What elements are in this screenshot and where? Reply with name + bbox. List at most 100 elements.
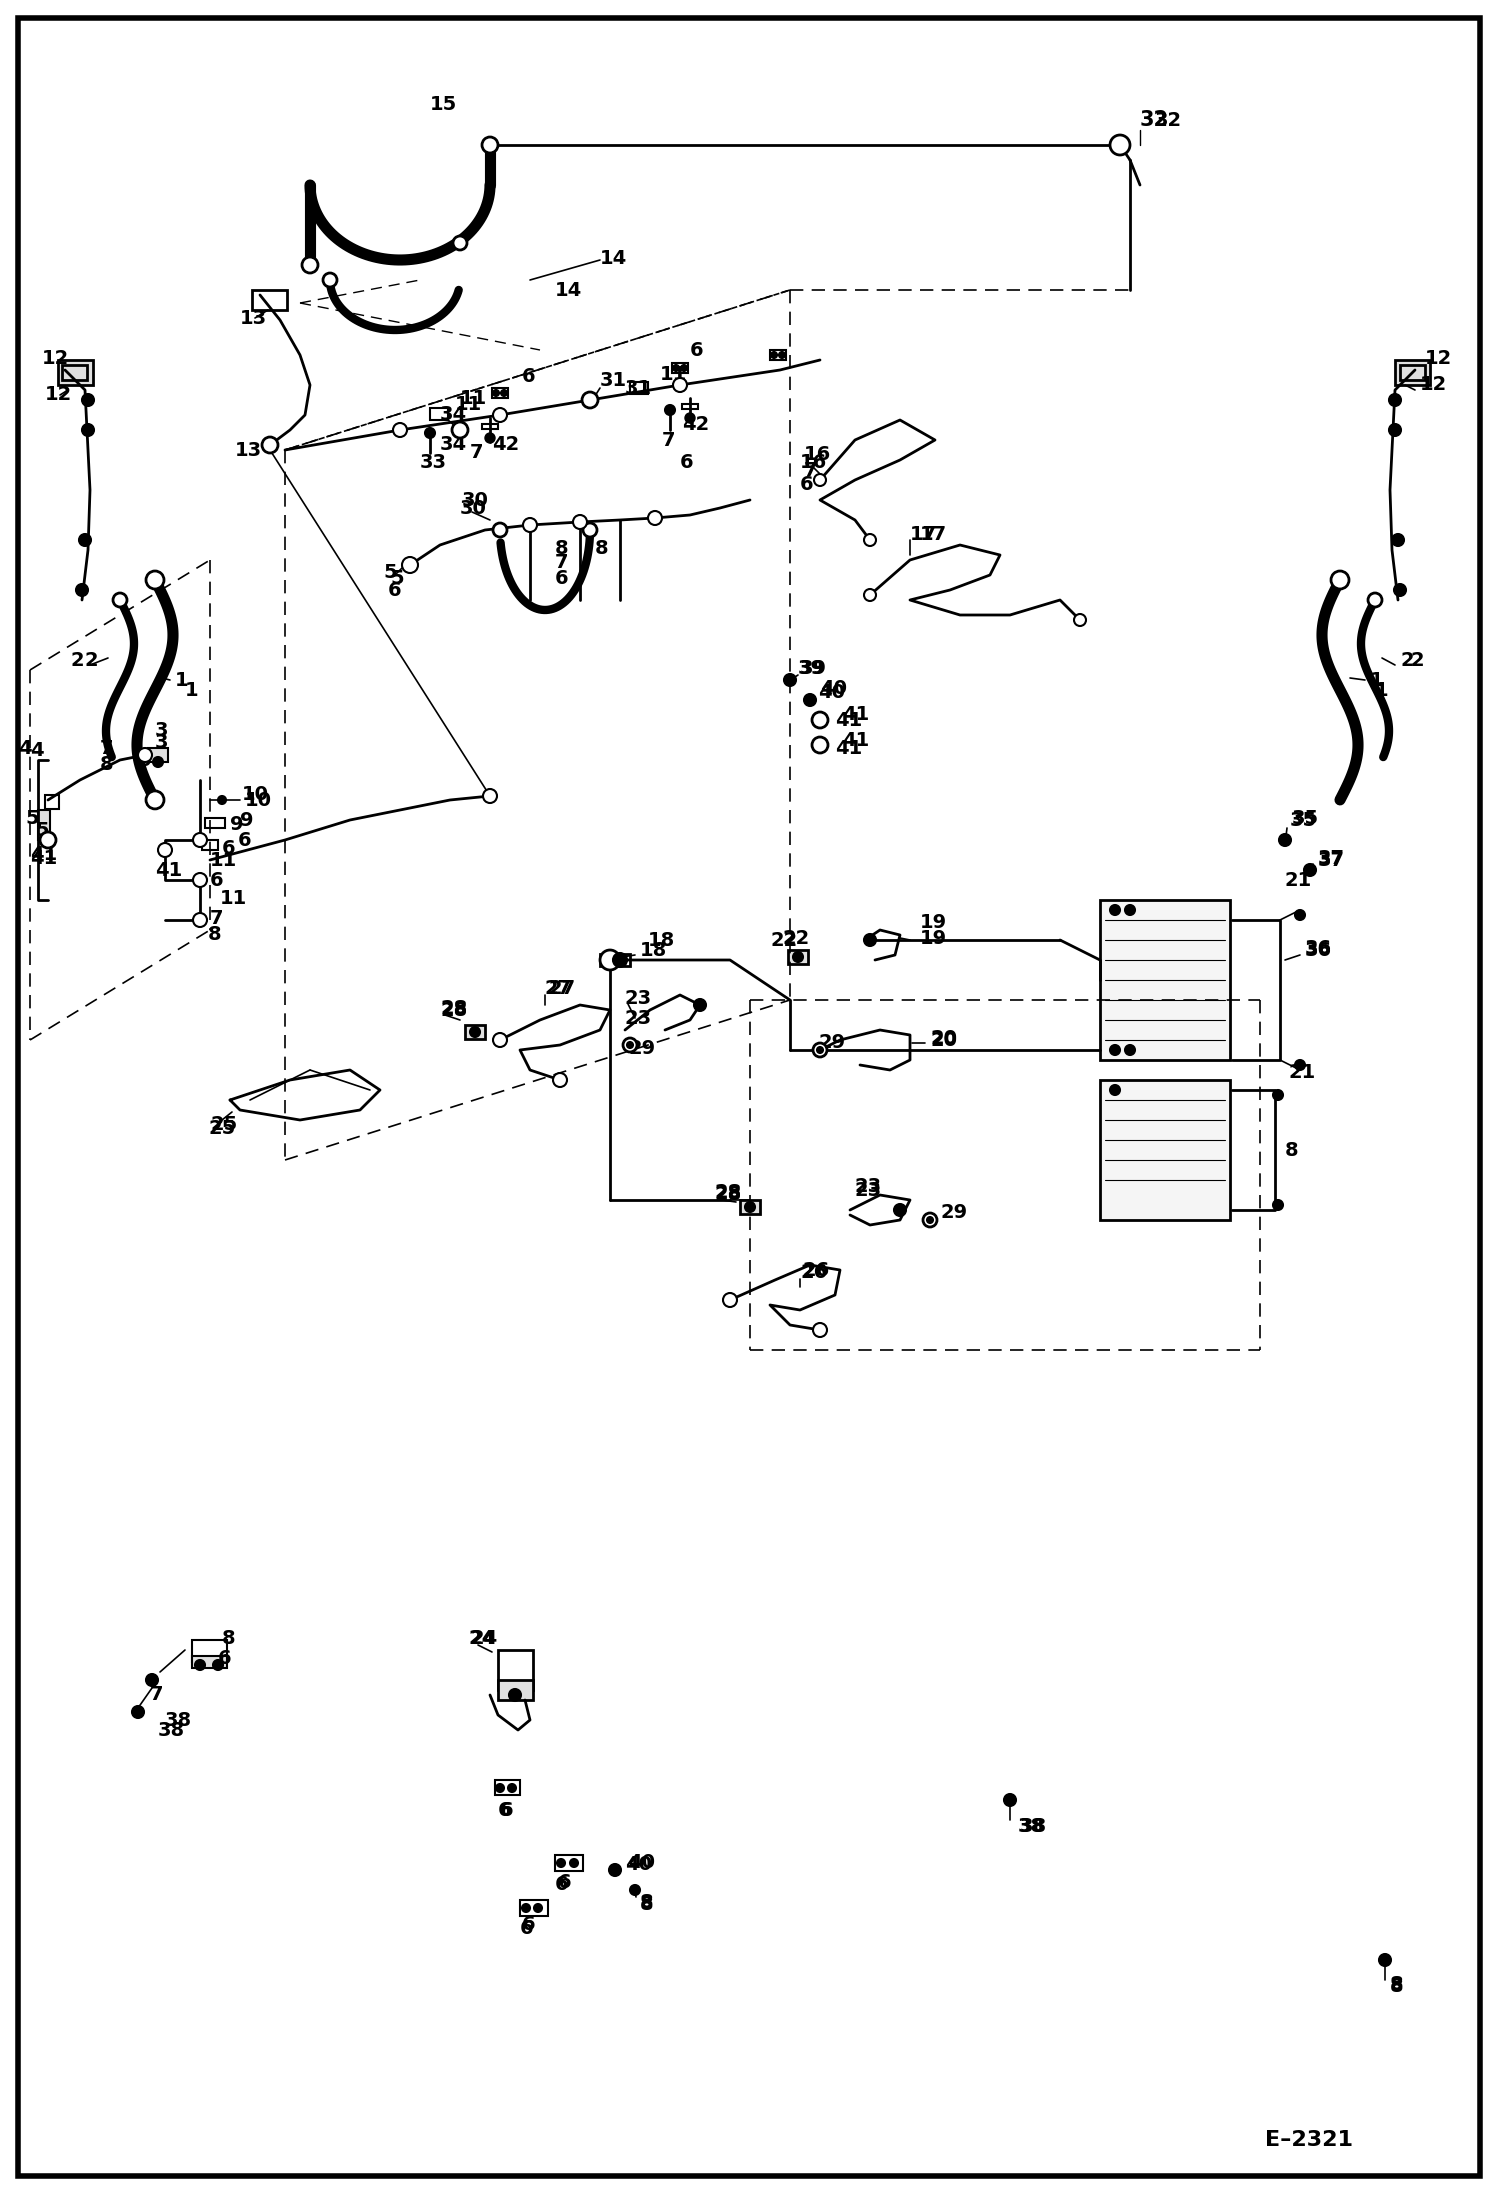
Text: 33: 33 (419, 452, 446, 472)
Text: 1: 1 (1371, 671, 1384, 689)
Text: 2: 2 (70, 649, 84, 669)
Text: 3: 3 (154, 720, 168, 739)
Text: 6: 6 (500, 1801, 514, 1819)
Circle shape (1110, 904, 1121, 915)
Circle shape (138, 748, 151, 761)
Bar (520, 1900, 548, 1915)
Circle shape (673, 364, 679, 371)
Text: 1: 1 (184, 680, 199, 700)
Circle shape (1303, 864, 1317, 875)
Bar (37, 810, 49, 840)
Circle shape (213, 1661, 223, 1670)
Circle shape (1279, 834, 1291, 847)
Text: 12: 12 (45, 386, 72, 404)
Text: 5: 5 (34, 821, 48, 840)
Text: 21: 21 (1285, 871, 1312, 889)
Circle shape (145, 790, 163, 810)
Circle shape (1368, 592, 1383, 608)
Circle shape (79, 533, 91, 546)
Circle shape (452, 421, 467, 439)
Text: 9: 9 (240, 810, 253, 829)
Text: 19: 19 (920, 928, 947, 948)
Text: 26: 26 (801, 1262, 830, 1279)
Circle shape (574, 516, 587, 529)
Text: 22: 22 (782, 928, 809, 948)
Text: 5: 5 (383, 562, 397, 581)
Text: 12: 12 (1420, 375, 1447, 395)
Circle shape (452, 237, 467, 250)
Text: 20: 20 (930, 1031, 957, 1049)
Text: 8: 8 (100, 755, 114, 774)
Text: 28: 28 (715, 1183, 742, 1202)
Text: 7: 7 (150, 1685, 163, 1705)
Text: 34: 34 (440, 434, 467, 454)
Text: 23: 23 (855, 1180, 882, 1200)
Circle shape (601, 950, 620, 970)
Bar (601, 954, 631, 965)
Circle shape (665, 406, 676, 415)
Circle shape (1074, 614, 1086, 625)
Circle shape (493, 522, 506, 538)
Circle shape (324, 272, 337, 287)
Circle shape (864, 533, 876, 546)
Text: 42: 42 (491, 434, 520, 454)
Circle shape (813, 1323, 827, 1336)
Circle shape (724, 1292, 737, 1308)
Circle shape (1389, 423, 1401, 437)
Text: 8: 8 (1390, 1975, 1404, 1994)
Text: 27: 27 (548, 979, 575, 998)
Circle shape (583, 393, 598, 408)
Bar (770, 351, 786, 360)
Circle shape (553, 1073, 568, 1086)
Circle shape (864, 935, 876, 946)
Bar (430, 408, 448, 419)
Text: 7: 7 (662, 430, 676, 450)
Circle shape (509, 1689, 521, 1700)
Bar (1100, 900, 1230, 1060)
Bar (740, 1200, 759, 1213)
Circle shape (76, 584, 88, 597)
Circle shape (804, 693, 816, 706)
Text: 6: 6 (521, 1915, 536, 1935)
Text: 38: 38 (157, 1720, 186, 1740)
Text: 35: 35 (1291, 810, 1320, 827)
Circle shape (1110, 136, 1129, 156)
Text: 25: 25 (210, 1115, 237, 1134)
Bar (192, 1639, 228, 1663)
Circle shape (812, 737, 828, 753)
Circle shape (813, 474, 825, 487)
Text: 41: 41 (842, 706, 869, 724)
Bar (497, 1681, 533, 1700)
Bar (192, 1656, 228, 1667)
Circle shape (623, 1038, 637, 1051)
Circle shape (470, 1027, 479, 1038)
Circle shape (557, 1858, 565, 1867)
Text: 17: 17 (920, 527, 947, 544)
Circle shape (82, 423, 94, 437)
Bar (673, 362, 688, 373)
Text: 16: 16 (800, 452, 827, 472)
Circle shape (401, 557, 418, 573)
Text: 7: 7 (210, 908, 223, 928)
Text: 6: 6 (219, 1648, 232, 1667)
Circle shape (521, 1904, 530, 1911)
Text: 6: 6 (222, 838, 235, 858)
Circle shape (1380, 1955, 1392, 1966)
Text: 21: 21 (1288, 1062, 1315, 1082)
Text: 6: 6 (557, 1871, 572, 1891)
Circle shape (193, 873, 207, 886)
Text: 30: 30 (461, 491, 488, 509)
Text: 11: 11 (210, 851, 237, 869)
Text: 8: 8 (554, 538, 569, 557)
Text: 38: 38 (165, 1711, 192, 1729)
Bar (252, 290, 288, 309)
Circle shape (1392, 533, 1404, 546)
Text: 24: 24 (467, 1628, 496, 1648)
Text: 40: 40 (819, 678, 846, 698)
Bar (45, 794, 58, 810)
Circle shape (813, 1042, 827, 1058)
Circle shape (482, 136, 497, 154)
Circle shape (508, 1784, 515, 1792)
Text: 17: 17 (909, 527, 938, 544)
Text: 23: 23 (625, 1009, 652, 1027)
